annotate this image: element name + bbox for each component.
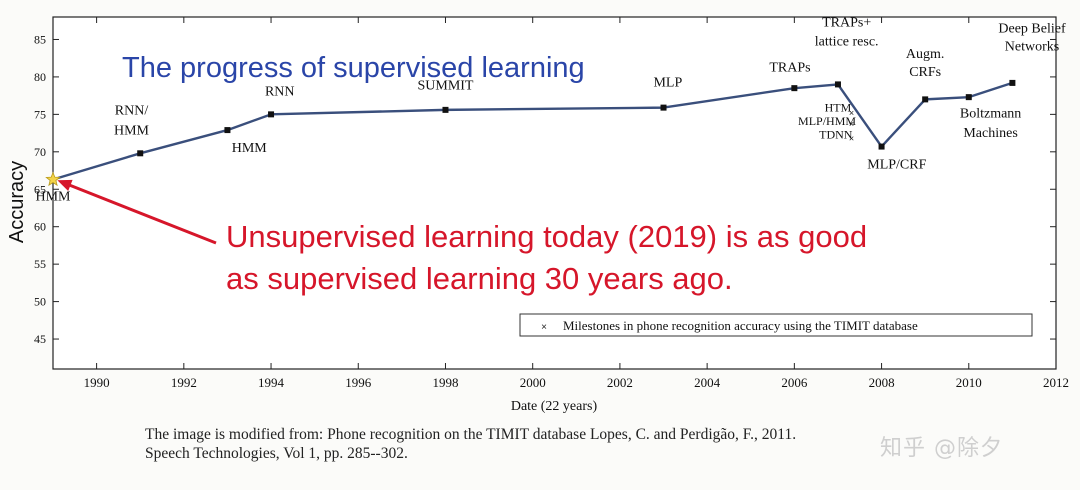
series-line <box>52 81 1013 181</box>
annotation-arrowhead <box>57 179 73 191</box>
x-tick-label: 1990 <box>84 375 110 390</box>
point-label: Boltzmann <box>960 106 1021 121</box>
data-point <box>1009 79 1016 86</box>
y-tick-label: 60 <box>34 220 46 234</box>
annotation-line-2: as supervised learning 30 years ago. <box>226 261 733 296</box>
data-point <box>965 94 972 101</box>
legend-marker-icon: × <box>541 322 547 333</box>
x-axis-label: Date (22 years) <box>511 399 598 414</box>
point-label: MLP <box>653 76 682 91</box>
data-point <box>834 81 841 88</box>
y-tick-label: 85 <box>34 32 46 46</box>
legend: × Milestones in phone recognition accura… <box>519 313 1033 337</box>
x-tick-label: 2008 <box>869 375 895 390</box>
point-label: HMM <box>35 189 71 204</box>
point-label: HMM <box>232 141 268 156</box>
x-tick-label: 1994 <box>258 375 285 390</box>
data-point <box>791 85 798 92</box>
x-tick-label: 1998 <box>432 375 458 390</box>
point-label: RNN/ <box>115 103 149 118</box>
point-label: TRAPs <box>769 61 810 76</box>
point-label: Networks <box>1005 40 1059 55</box>
point-label: Machines <box>963 126 1017 141</box>
small-marker: × <box>849 119 854 129</box>
source-credit-line-2: Speech Technologies, Vol 1, pp. 285--302… <box>145 445 408 462</box>
annotation-line-1: Unsupervised learning today (2019) is as… <box>226 219 867 254</box>
point-label: MLP/CRF <box>867 157 926 172</box>
point-label: HTM <box>825 100 852 114</box>
data-point <box>137 150 144 157</box>
small-marker: × <box>849 133 854 143</box>
legend-box <box>519 313 1033 337</box>
y-axis-label: Accuracy <box>6 161 28 243</box>
data-point <box>224 127 231 134</box>
point-label: Deep Belief <box>998 22 1066 37</box>
data-point <box>268 111 275 118</box>
data-point <box>878 143 885 150</box>
annotation: Unsupervised learning today (2019) is as… <box>57 179 867 296</box>
annotation-arrow-line <box>66 182 217 245</box>
y-tick-label: 55 <box>34 257 46 271</box>
x-tick-label: 2004 <box>694 375 721 390</box>
point-label: RNN <box>265 85 295 100</box>
point-label: TRAPs+ <box>822 16 871 31</box>
watermark: 知乎 @除夕 <box>880 436 1003 461</box>
y-tick-label: 70 <box>34 145 46 159</box>
source-credit-line-1: The image is modified from: Phone recogn… <box>145 426 797 443</box>
point-labels: HMM RNN/HMM HMM RNN SUMMIT MLP TRAPs TRAPs+ latt… <box>35 16 1065 205</box>
x-tick-label: 1992 <box>171 375 197 390</box>
y-tick-label: 50 <box>34 295 46 309</box>
x-tick-label: 2006 <box>781 375 808 390</box>
data-point-star <box>45 171 61 187</box>
point-label: CRFs <box>909 65 941 80</box>
x-tick-label: 2000 <box>520 375 546 390</box>
source-credit: The image is modified from: Phone recogn… <box>145 425 796 463</box>
series-group: ××× <box>45 79 1016 187</box>
point-label: MLP/HMM <box>798 114 856 128</box>
point-label: lattice resc. <box>815 34 879 49</box>
point-label: HMM <box>114 124 150 139</box>
axis-ticks: 1990 1992 1994 1996 1998 2000 2002 2004 2006 2008… <box>34 17 1069 390</box>
y-tick-label: 75 <box>34 107 46 121</box>
data-point <box>922 96 929 103</box>
x-tick-label: 2010 <box>956 375 982 390</box>
x-tick-label: 1996 <box>345 375 372 390</box>
x-tick-label: 2012 <box>1043 375 1069 390</box>
y-tick-label: 65 <box>34 182 46 196</box>
chart-title: The progress of supervised learning <box>122 52 585 84</box>
plot-area <box>52 16 1057 370</box>
point-label: TDNN <box>819 127 853 141</box>
small-marker: × <box>849 108 854 118</box>
point-label: Augm. <box>906 47 945 62</box>
y-tick-label: 80 <box>34 70 46 84</box>
y-tick-label: 45 <box>34 332 46 346</box>
chart-svg: 1990 1992 1994 1996 1998 2000 2002 2004 2006 2008… <box>6 16 1069 414</box>
data-point <box>442 106 449 113</box>
data-point <box>660 104 667 111</box>
x-tick-label: 2002 <box>607 375 633 390</box>
point-label: SUMMIT <box>417 79 473 94</box>
legend-label: Milestones in phone recognition accuracy… <box>563 318 918 333</box>
